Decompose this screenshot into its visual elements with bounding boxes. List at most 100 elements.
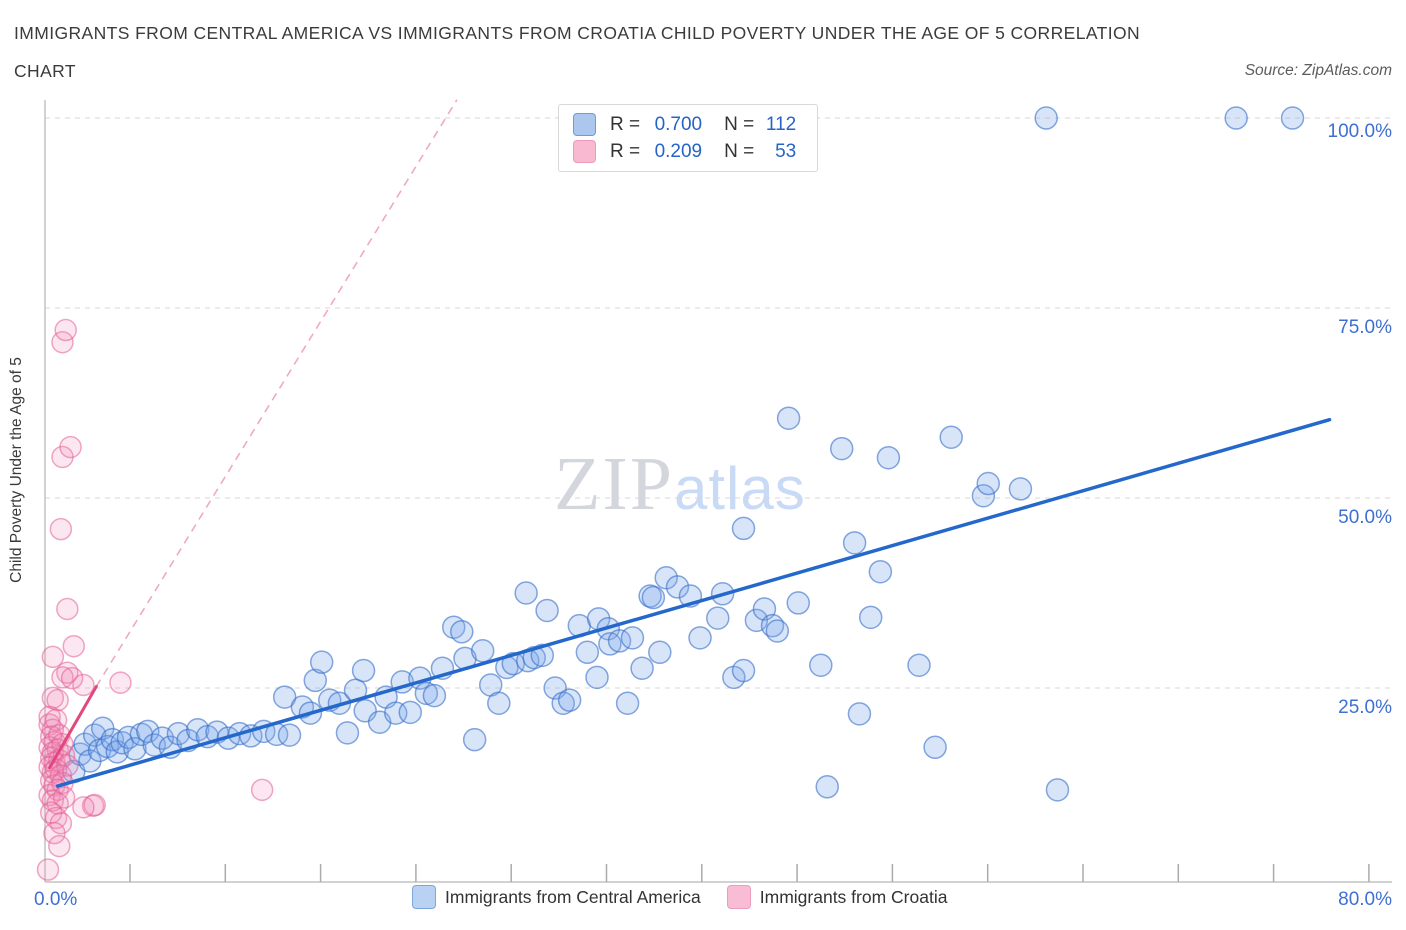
legend-row-central-america: R = 0.700 N = 112 bbox=[573, 111, 807, 138]
chart-title-line2: CHART bbox=[14, 61, 76, 81]
y-tick-label-100: 100.0% bbox=[1327, 121, 1392, 142]
central_america-point bbox=[615, 691, 640, 715]
y-tick-label-50: 50.0% bbox=[1338, 507, 1392, 528]
central_america-point bbox=[414, 681, 439, 706]
central_america-point bbox=[277, 723, 302, 747]
central_america-point bbox=[123, 737, 147, 761]
central_america-point bbox=[551, 691, 575, 715]
r-value: 0.700 bbox=[654, 113, 703, 135]
central_america-point bbox=[309, 650, 334, 674]
croatia-trendline bbox=[48, 684, 98, 770]
central_america-point bbox=[648, 640, 672, 665]
central_america-point bbox=[876, 445, 901, 470]
croatia-point bbox=[62, 634, 86, 658]
central_america-point bbox=[535, 598, 559, 623]
central_america-trendline bbox=[55, 417, 1332, 788]
n-label: N = bbox=[724, 140, 755, 162]
central_america-point bbox=[630, 656, 654, 680]
croatia-trendline-extension bbox=[95, 99, 458, 687]
croatia-point bbox=[109, 671, 132, 694]
watermark-zip-text: ZIP bbox=[554, 442, 674, 526]
central_america-point bbox=[1034, 106, 1058, 130]
central_america-point bbox=[272, 685, 297, 709]
croatia-point bbox=[56, 597, 79, 621]
central_america-point bbox=[487, 691, 511, 715]
central_america-point bbox=[450, 620, 474, 644]
central_america-point bbox=[557, 688, 582, 712]
central_america-point bbox=[1045, 778, 1070, 802]
correlation-legend-box: R = 0.700 N = 112 R = 0.209 N = 53 bbox=[558, 104, 818, 172]
central_america-point bbox=[665, 575, 690, 599]
r-label: R = bbox=[610, 140, 641, 162]
legend-item-label: Immigrants from Croatia bbox=[759, 886, 948, 907]
central_america-point bbox=[776, 406, 801, 430]
central_america-point bbox=[868, 559, 893, 584]
n-label: N = bbox=[724, 113, 755, 135]
central_america-point bbox=[514, 581, 538, 605]
central_america-point bbox=[847, 702, 872, 726]
chart-title-line1: IMMIGRANTS FROM CENTRAL AMERICA VS IMMIG… bbox=[14, 23, 1141, 43]
legend-item-central-america: Immigrants from Central America bbox=[412, 885, 701, 909]
central_america-point bbox=[470, 639, 495, 663]
croatia-point bbox=[72, 673, 95, 697]
central_america-point bbox=[858, 605, 883, 630]
croatia-point bbox=[49, 517, 73, 541]
central_america-point bbox=[706, 606, 730, 630]
source-credit: Source: ZipAtlas.com bbox=[1244, 62, 1392, 79]
pink-series-swatch-icon bbox=[726, 885, 751, 909]
croatia-point bbox=[56, 754, 79, 777]
central_america-point bbox=[303, 668, 328, 693]
central_america-point bbox=[829, 436, 854, 461]
central_america-point bbox=[1008, 477, 1033, 501]
watermark-atlas-text: atlas bbox=[674, 455, 806, 522]
central_america-point bbox=[575, 640, 600, 665]
central_america-point bbox=[765, 619, 790, 643]
croatia-point bbox=[41, 645, 65, 669]
y-axis-title: Child Poverty Under the Age of 5 bbox=[8, 357, 25, 583]
croatia-point bbox=[60, 666, 84, 690]
legend-item-croatia: Immigrants from Croatia bbox=[726, 885, 948, 909]
r-label: R = bbox=[610, 113, 641, 135]
central_america-point bbox=[731, 658, 756, 683]
croatia-point bbox=[54, 318, 77, 342]
central_america-point bbox=[585, 665, 609, 690]
croatia-point bbox=[36, 858, 60, 881]
blue-series-swatch-icon bbox=[412, 885, 436, 909]
central_america-point bbox=[786, 591, 811, 615]
central_america-point bbox=[923, 735, 947, 760]
central_america-point bbox=[842, 531, 867, 555]
croatia-point bbox=[51, 666, 74, 689]
central_america-point bbox=[688, 626, 712, 650]
central_america-point bbox=[815, 775, 839, 799]
croatia-point bbox=[72, 796, 95, 819]
y-tick-label-25: 25.0% bbox=[1338, 697, 1392, 718]
central_america-point bbox=[731, 516, 756, 541]
croatia-point bbox=[59, 435, 82, 459]
central_america-point bbox=[398, 700, 422, 725]
central_america-point bbox=[976, 471, 1000, 496]
central_america-point bbox=[462, 727, 487, 752]
n-value: 53 bbox=[775, 140, 797, 162]
series-legend: Immigrants from Central America Immigran… bbox=[412, 885, 947, 909]
x-axis-min-label: 0.0% bbox=[34, 889, 78, 910]
central_america-point bbox=[641, 585, 666, 610]
pink-series-swatch-icon bbox=[573, 140, 596, 163]
legend-item-label: Immigrants from Central America bbox=[445, 886, 701, 907]
y-tick-label-75: 75.0% bbox=[1338, 317, 1392, 338]
croatia-point bbox=[250, 778, 274, 802]
central_america-point bbox=[351, 658, 376, 683]
central_america-point bbox=[136, 719, 160, 744]
croatia-point bbox=[48, 834, 71, 858]
blue-series-swatch-icon bbox=[573, 113, 596, 136]
croatia-point bbox=[52, 786, 76, 809]
central_america-point bbox=[598, 632, 622, 656]
central_america-point bbox=[1224, 106, 1248, 130]
central_america-point bbox=[809, 653, 833, 677]
central_america-point bbox=[1280, 106, 1305, 130]
x-axis-max-label: 80.0% bbox=[1338, 889, 1392, 910]
central_america-point bbox=[939, 425, 963, 449]
central_america-point bbox=[422, 683, 447, 708]
central_america-point bbox=[335, 721, 360, 745]
